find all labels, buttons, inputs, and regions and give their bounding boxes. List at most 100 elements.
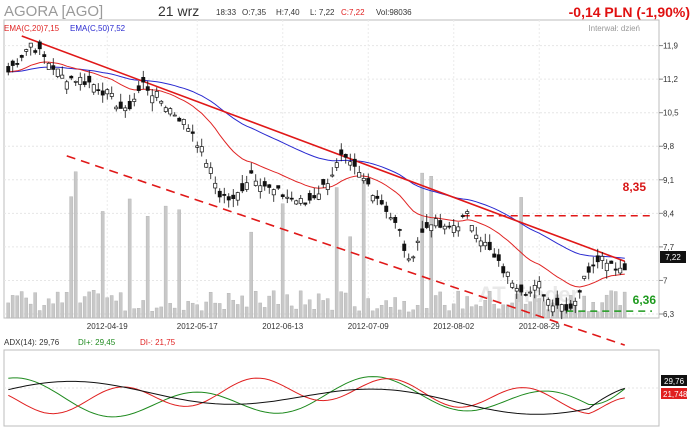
candle-body xyxy=(604,262,609,272)
candle-body xyxy=(258,185,263,192)
volume-bar xyxy=(496,308,501,319)
candle-body xyxy=(519,284,524,293)
candle-body xyxy=(595,255,600,263)
candle-body xyxy=(357,172,362,178)
candle-body xyxy=(231,194,236,199)
volume-bar xyxy=(352,306,357,319)
candle-body xyxy=(429,224,434,231)
y-tick-label: 9,1 xyxy=(663,176,675,185)
volume-bar xyxy=(69,196,73,319)
volume-bar xyxy=(456,290,460,319)
volume-value: Vol:98036 xyxy=(376,8,412,17)
volume-bar xyxy=(537,298,541,319)
candle-body xyxy=(559,304,564,312)
volume-bar xyxy=(6,302,10,319)
y-tick-label: 8,4 xyxy=(663,209,675,218)
volume-bar xyxy=(177,209,181,319)
candle-body xyxy=(316,193,321,200)
volume-bar xyxy=(289,305,294,319)
y-tick-label: 10,5 xyxy=(663,109,679,118)
x-tick-label: 2012-05-17 xyxy=(177,322,218,331)
session-time: 18:33 xyxy=(216,8,237,17)
candle-body xyxy=(505,271,510,277)
volume-bar xyxy=(114,300,118,319)
candle-body xyxy=(303,202,308,205)
di-minus-tag xyxy=(661,388,687,399)
close-value: C:7,22 xyxy=(341,8,365,17)
candle-body xyxy=(501,266,506,274)
adx-legend: ADX(14): 29,76 xyxy=(4,338,60,347)
volume-bar xyxy=(150,311,154,319)
price-axis: 11,9 11,2 10,5 9,8 9,1 8,4 7,7 7 6,3 xyxy=(659,42,679,319)
candle-body xyxy=(618,267,623,274)
volume-bar xyxy=(190,302,195,319)
adx-lines xyxy=(8,376,626,418)
candle-body xyxy=(370,195,375,202)
candle-body xyxy=(199,146,204,153)
candle-body xyxy=(465,211,470,214)
candle-body xyxy=(307,193,312,201)
candle-body xyxy=(312,195,317,199)
candle-body xyxy=(622,263,627,271)
volume-bar xyxy=(168,303,172,319)
volume-bar xyxy=(42,305,46,319)
volume-bar xyxy=(141,300,145,319)
volume-bar xyxy=(379,305,384,319)
candle-body xyxy=(564,304,569,311)
x-tick-label: 2012-08-29 xyxy=(519,322,560,331)
ema20-line xyxy=(8,61,625,288)
volume-bar xyxy=(15,295,19,319)
candle-body xyxy=(195,145,200,148)
volume-bar xyxy=(348,236,352,319)
candle-body xyxy=(334,162,339,168)
candle-body xyxy=(388,217,393,220)
candle-body xyxy=(442,225,447,230)
y-tick-label: 6,3 xyxy=(663,310,675,319)
candle-body xyxy=(478,240,483,247)
volume-bar xyxy=(582,295,586,319)
volume-bar xyxy=(51,303,55,319)
y-tick-label: 11,9 xyxy=(663,42,679,51)
volume-bar xyxy=(438,291,442,319)
candle-body xyxy=(537,281,542,289)
volume-bar xyxy=(60,302,64,319)
open-value: O:7,35 xyxy=(242,8,267,17)
candle-body xyxy=(141,77,146,83)
volume-bar xyxy=(604,294,609,319)
candle-body xyxy=(190,131,195,134)
y-tick-label: 7 xyxy=(663,276,668,285)
candle-body xyxy=(55,68,60,77)
candle-body xyxy=(51,65,56,70)
volume-bar xyxy=(613,291,618,319)
volume-bar xyxy=(357,310,361,319)
candle-body xyxy=(343,153,348,158)
candle-body xyxy=(267,184,272,188)
candle-body xyxy=(69,75,74,79)
volume-bar xyxy=(208,291,213,319)
volume-bar xyxy=(172,307,177,319)
volume-bar xyxy=(217,303,222,319)
volume-bar xyxy=(91,290,96,319)
volume-bar xyxy=(222,309,226,319)
candle-body xyxy=(361,177,366,182)
volume-bar xyxy=(577,311,582,319)
volume-bar xyxy=(136,308,141,319)
candle-body xyxy=(577,290,582,293)
volume-bar xyxy=(429,175,433,319)
candle-body xyxy=(100,90,105,96)
candle-body xyxy=(609,260,614,264)
volume-bar xyxy=(402,301,406,319)
volume-bar xyxy=(307,299,312,319)
volume-bar xyxy=(600,302,604,319)
volume-bar xyxy=(100,211,105,319)
volume-bar xyxy=(186,301,190,319)
volume-bar xyxy=(370,310,375,319)
volume-bar xyxy=(465,296,469,319)
volume-bar xyxy=(334,187,339,319)
volume-bar xyxy=(303,304,307,319)
candle-body xyxy=(298,198,303,204)
candle-body xyxy=(420,228,425,233)
candle-body xyxy=(294,200,299,205)
candle-body xyxy=(217,190,222,198)
candle-body xyxy=(136,85,141,91)
